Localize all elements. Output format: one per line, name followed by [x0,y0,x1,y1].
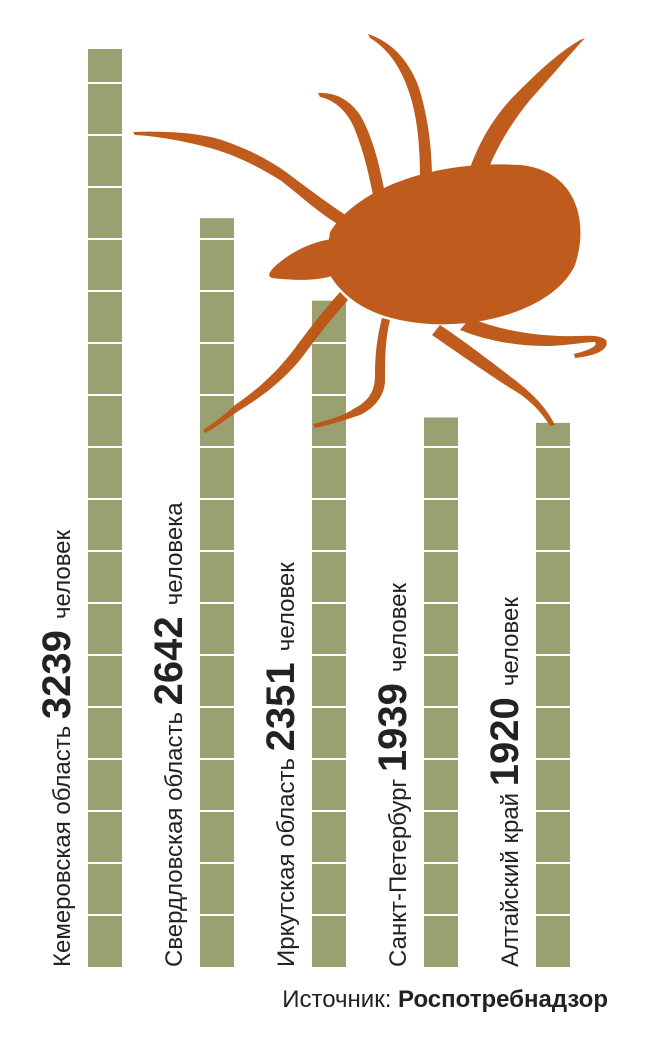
source-name: Роспотребнадзор [398,986,608,1013]
bar-4 [424,417,458,968]
value-label: 3239 [35,619,79,719]
tick-icon [133,34,607,433]
value-label: 2351 [259,651,303,751]
category-label: Свердловская область [161,705,188,967]
source-note: Источник: Роспотребнадзор [282,986,608,1014]
bar-1 [88,49,122,967]
unit-label: человек [385,582,412,672]
value-label: 2642 [147,605,191,705]
bar-label-5: Алтайский край 1920 человек [483,597,527,967]
category-label: Санкт-Петербург [385,772,412,967]
category-label: Алтайский край [497,786,524,967]
bar-label-1: Кемеровская область 3239 человек [35,529,79,967]
bar-label-2: Свердловская область 2642 человека [147,502,191,967]
value-label: 1939 [371,672,415,772]
bar-label-3: Иркутская область 2351 человек [259,562,303,967]
bars-layer [88,49,570,968]
source-label: Источник: [282,986,392,1013]
bar-5 [536,422,570,968]
category-label: Кемеровская область [49,719,76,967]
unit-label: человек [497,597,524,687]
unit-label: человек [273,562,300,652]
bar-label-4: Санкт-Петербург 1939 человек [371,582,415,967]
unit-label: человека [161,502,188,606]
labels-layer: Кемеровская область 3239 человек Свердлов… [35,502,527,967]
unit-label: человек [49,529,76,619]
category-label: Иркутская область [273,751,300,967]
bar-2 [200,218,234,968]
bar-3 [312,300,346,967]
value-label: 1920 [483,686,527,786]
